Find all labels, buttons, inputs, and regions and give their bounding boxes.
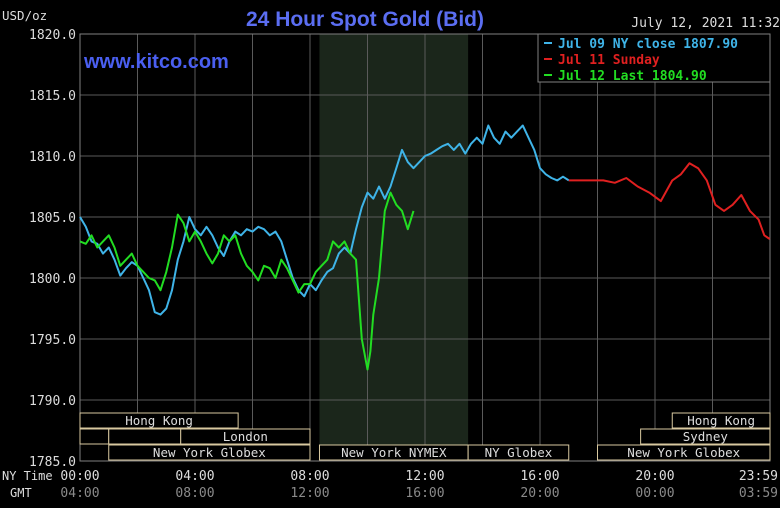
y-tick-labels: 1820.0 1815.0 1810.0 1805.0 1800.0 1795.0 1790…	[29, 28, 76, 470]
x-tick-label-ny: 12:00	[405, 469, 444, 484]
y-tick-label: 1790.0	[29, 394, 76, 409]
x-tick-label-gmt: 04:00	[60, 486, 99, 501]
watermark-text: www.kitco.com	[83, 51, 229, 73]
session-label: London	[223, 429, 268, 444]
ny-time-label: NY Time	[2, 469, 53, 483]
y-tick-label: 1785.0	[29, 455, 76, 470]
session-bar	[108, 428, 182, 445]
legend-box	[537, 33, 771, 83]
x-tick-label-ny: 20:00	[635, 469, 674, 484]
x-tick-label-ny: 00:00	[60, 469, 99, 484]
timestamp: July 12, 2021 11:32	[631, 16, 780, 31]
session-bar	[79, 412, 239, 429]
x-tick-label-gmt: 12:00	[290, 486, 329, 501]
x-tick-label-ny: 04:00	[175, 469, 214, 484]
y-tick-label: 1800.0	[29, 272, 76, 287]
session-label: Hong Kong	[687, 413, 755, 428]
x-tick-label-ny: 08:00	[290, 469, 329, 484]
y-tick-label: 1795.0	[29, 333, 76, 348]
x-tick-label-gmt: 08:00	[175, 486, 214, 501]
legend-label: Jul 12 Last 1804.90	[558, 69, 707, 84]
session-label: New York NYMEX	[341, 445, 447, 460]
plot-border	[79, 33, 771, 462]
session-bar	[79, 428, 110, 445]
series-line	[79, 191, 415, 371]
series-line	[79, 124, 570, 316]
y-tick-label: 1815.0	[29, 89, 76, 104]
x-tick-label-gmt: 00:00	[635, 486, 674, 501]
x-tick-label-ny: 16:00	[520, 469, 559, 484]
session-label: Sydney	[683, 429, 729, 444]
session-bar	[640, 428, 771, 445]
series-lines	[79, 124, 771, 371]
series-line	[568, 162, 771, 240]
session-bar	[467, 444, 570, 461]
x-tick-labels: 00:00 04:00 08:00 12:00 16:00 20:00 23:59 04:00…	[60, 469, 778, 501]
x-tick-label-gmt: 20:00	[520, 486, 559, 501]
session-bar	[108, 444, 311, 461]
x-tick-label-gmt: 03:59	[739, 486, 778, 501]
gmt-label: GMT	[10, 486, 32, 500]
y-axis-label: USD/oz	[2, 8, 47, 23]
chart-title: 24 Hour Spot Gold (Bid)	[246, 8, 484, 31]
y-tick-label: 1805.0	[29, 211, 76, 226]
session-bar	[671, 412, 771, 429]
legend-label: Jul 09 NY close 1807.90	[558, 37, 738, 52]
nymex-shaded-region	[319, 34, 469, 461]
legend-label: Jul 11 Sunday	[558, 53, 660, 68]
x-tick-label-gmt: 16:00	[405, 486, 444, 501]
y-tick-label: 1810.0	[29, 150, 76, 165]
session-label: New York Globex	[627, 445, 740, 460]
session-label: Hong Kong	[125, 413, 193, 428]
y-tick-label: 1820.0	[29, 28, 76, 43]
session-bar	[597, 444, 771, 461]
session-label: New York Globex	[153, 445, 266, 460]
x-tick-label-ny: 23:59	[739, 469, 778, 484]
session-label: NY Globex	[485, 445, 553, 460]
